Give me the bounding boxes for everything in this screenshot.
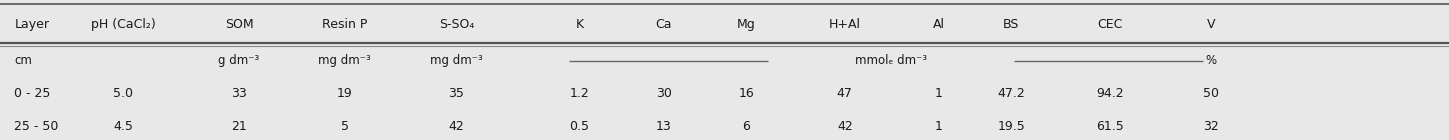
Text: 61.5: 61.5 xyxy=(1095,120,1124,133)
Text: 47.2: 47.2 xyxy=(997,87,1026,100)
Text: Resin P: Resin P xyxy=(322,18,368,31)
Text: 50: 50 xyxy=(1203,87,1220,100)
Text: %: % xyxy=(1206,54,1217,67)
Text: 1.2: 1.2 xyxy=(569,87,590,100)
Text: pH (CaCl₂): pH (CaCl₂) xyxy=(91,18,155,31)
Text: 30: 30 xyxy=(656,87,671,100)
Text: 1: 1 xyxy=(935,120,943,133)
Text: Mg: Mg xyxy=(738,18,755,31)
Text: S-SO₄: S-SO₄ xyxy=(439,18,474,31)
Text: 4.5: 4.5 xyxy=(113,120,133,133)
Text: mmolₑ dm⁻³: mmolₑ dm⁻³ xyxy=(855,54,927,67)
Text: Ca: Ca xyxy=(655,18,672,31)
Text: g dm⁻³: g dm⁻³ xyxy=(219,54,259,67)
Text: 1: 1 xyxy=(935,87,943,100)
Text: mg dm⁻³: mg dm⁻³ xyxy=(430,54,483,67)
Text: K: K xyxy=(575,18,584,31)
Text: 21: 21 xyxy=(232,120,246,133)
Text: 47: 47 xyxy=(838,87,852,100)
Text: 32: 32 xyxy=(1204,120,1219,133)
Text: BS: BS xyxy=(1003,18,1020,31)
Text: 33: 33 xyxy=(232,87,246,100)
Text: cm: cm xyxy=(14,54,32,67)
Text: 0 - 25: 0 - 25 xyxy=(14,87,51,100)
Text: 13: 13 xyxy=(656,120,671,133)
Text: V: V xyxy=(1207,18,1216,31)
Text: 6: 6 xyxy=(742,120,751,133)
Text: 42: 42 xyxy=(838,120,852,133)
Text: 19: 19 xyxy=(338,87,352,100)
Text: 42: 42 xyxy=(449,120,464,133)
Text: 5.0: 5.0 xyxy=(113,87,133,100)
Text: 19.5: 19.5 xyxy=(997,120,1026,133)
Text: Al: Al xyxy=(933,18,945,31)
Text: H+Al: H+Al xyxy=(829,18,861,31)
Text: 94.2: 94.2 xyxy=(1095,87,1124,100)
Text: 0.5: 0.5 xyxy=(569,120,590,133)
Text: SOM: SOM xyxy=(225,18,254,31)
Text: mg dm⁻³: mg dm⁻³ xyxy=(319,54,371,67)
Text: 5: 5 xyxy=(341,120,349,133)
Text: 35: 35 xyxy=(449,87,464,100)
Text: 16: 16 xyxy=(739,87,753,100)
Text: 25 - 50: 25 - 50 xyxy=(14,120,59,133)
Text: CEC: CEC xyxy=(1097,18,1123,31)
Text: Layer: Layer xyxy=(14,18,49,31)
